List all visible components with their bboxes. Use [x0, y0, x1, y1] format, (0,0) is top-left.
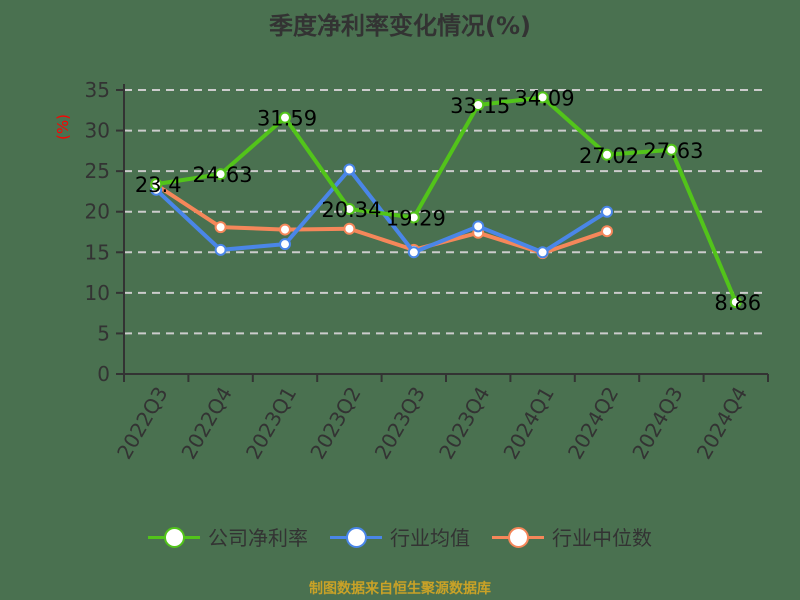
- data-point[interactable]: [407, 211, 420, 224]
- legend-item-industry-avg[interactable]: 行业均值: [330, 522, 470, 551]
- x-tick-label: 2024Q4: [692, 383, 752, 464]
- y-tick-label: 35: [85, 78, 110, 102]
- series-line: [154, 167, 609, 255]
- data-label: 23.4: [135, 173, 182, 197]
- y-tick-label: 25: [85, 159, 110, 183]
- data-point[interactable]: [214, 243, 227, 256]
- data-point[interactable]: [279, 111, 291, 124]
- data-point[interactable]: [601, 205, 613, 218]
- data-label: 19.29: [386, 206, 446, 230]
- x-tick-label: 2023Q2: [305, 383, 365, 464]
- x-tick-label: 2023Q1: [241, 383, 301, 464]
- data-point[interactable]: [214, 168, 227, 181]
- chart-title: 季度净利率变化情况(%): [269, 12, 531, 40]
- data-point[interactable]: [536, 246, 549, 259]
- x-tick-label: 2022Q4: [176, 383, 236, 464]
- series-line: [155, 95, 738, 303]
- legend-label: 行业中位数: [552, 526, 652, 550]
- data-point[interactable]: [536, 91, 549, 104]
- data-label: 8.86: [714, 291, 761, 315]
- legend-marker-icon: [492, 526, 544, 548]
- legend-marker-icon: [330, 526, 382, 548]
- legend-item-industry-median[interactable]: 行业中位数: [492, 522, 652, 551]
- legend-label: 行业均值: [390, 526, 470, 550]
- y-tick-label: 15: [85, 240, 110, 264]
- legend-marker-icon: [148, 526, 200, 548]
- y-tick-label: 30: [85, 119, 110, 143]
- x-tick-label: 2024Q2: [563, 383, 623, 464]
- data-point[interactable]: [665, 143, 678, 156]
- legend-label: 公司净利率: [208, 526, 308, 550]
- x-tick-label: 2024Q1: [498, 383, 558, 464]
- x-tick-label: 2023Q4: [434, 383, 494, 464]
- x-tick-label: 2023Q3: [370, 383, 430, 464]
- data-point[interactable]: [150, 178, 163, 191]
- data-point[interactable]: [601, 225, 613, 238]
- data-point[interactable]: [472, 220, 485, 233]
- data-point[interactable]: [343, 222, 356, 235]
- data-label: 34.09: [515, 86, 575, 110]
- y-tick-label: 5: [97, 321, 110, 345]
- data-label: 20.34: [321, 198, 381, 222]
- data-point[interactable]: [472, 99, 485, 112]
- x-tick-label: 2024Q3: [627, 383, 687, 464]
- data-point[interactable]: [729, 296, 742, 309]
- data-point[interactable]: [601, 148, 613, 161]
- data-source-note: 制图数据来自恒生聚源数据库: [309, 581, 491, 597]
- y-tick-label: 0: [97, 362, 110, 386]
- data-point[interactable]: [279, 238, 291, 251]
- legend-item-company[interactable]: 公司净利率: [148, 522, 308, 551]
- data-label: 33.15: [450, 94, 510, 118]
- data-point[interactable]: [343, 163, 356, 176]
- legend: 公司净利率 行业均值 行业中位数: [0, 522, 800, 551]
- y-tick-label: 20: [85, 200, 110, 224]
- data-label: 27.63: [643, 139, 703, 163]
- data-label: 27.02: [579, 144, 639, 168]
- x-tick-label: 2022Q3: [112, 383, 172, 464]
- series-line: [155, 183, 608, 256]
- data-point[interactable]: [214, 221, 227, 234]
- y-tick-label: 10: [85, 281, 110, 305]
- data-label: 31.59: [257, 107, 317, 131]
- data-point[interactable]: [343, 202, 356, 215]
- y-axis-unit: (%): [54, 114, 72, 140]
- data-label: 24.63: [193, 163, 253, 187]
- data-point[interactable]: [279, 223, 291, 236]
- data-point[interactable]: [407, 246, 420, 259]
